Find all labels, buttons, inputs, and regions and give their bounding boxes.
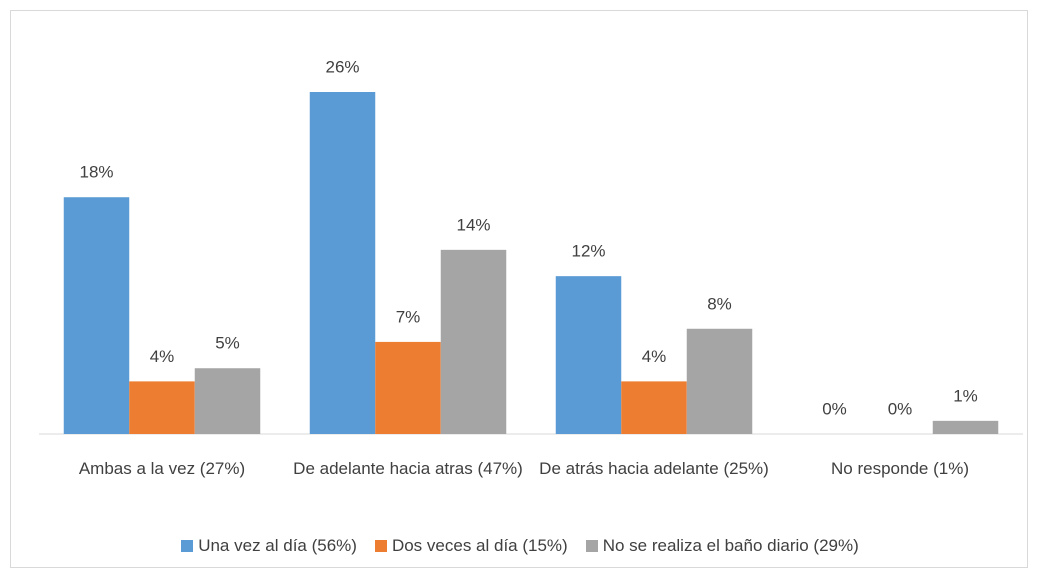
chart-frame bbox=[10, 10, 1028, 568]
bar bbox=[194, 368, 261, 434]
data-label: 0% bbox=[888, 399, 913, 418]
bar bbox=[621, 381, 687, 434]
legend-label: Una vez al día (56%) bbox=[198, 536, 357, 555]
x-tick-label: De adelante hacia atras (47%) bbox=[293, 459, 523, 478]
data-label: 5% bbox=[215, 334, 240, 353]
legend-item: Dos veces al día (15%) bbox=[374, 536, 568, 556]
bar bbox=[440, 249, 507, 434]
data-label: 26% bbox=[325, 57, 359, 76]
data-label: 14% bbox=[456, 215, 490, 234]
legend-swatch bbox=[585, 540, 598, 552]
legend-label: No se realiza el baño diario (29%) bbox=[602, 536, 859, 555]
data-label: 4% bbox=[642, 347, 667, 366]
legend-label: Dos veces al día (15%) bbox=[391, 536, 568, 555]
legend: Una vez al día (56%) Dos veces al día (15… bbox=[0, 536, 1040, 556]
data-label: 1% bbox=[953, 386, 978, 405]
x-tick-label: De atrás hacia adelante (25%) bbox=[539, 459, 769, 478]
data-label: 8% bbox=[707, 294, 732, 313]
data-label: 12% bbox=[571, 242, 605, 261]
legend-item: No se realiza el baño diario (29%) bbox=[585, 536, 859, 556]
legend-swatch bbox=[374, 540, 387, 552]
bar bbox=[555, 276, 622, 434]
bar bbox=[309, 92, 376, 434]
data-label: 18% bbox=[79, 163, 113, 182]
bar bbox=[686, 328, 753, 434]
x-tick-label: No responde (1%) bbox=[831, 459, 969, 478]
bar bbox=[932, 420, 999, 434]
data-label: 0% bbox=[822, 399, 847, 418]
bar bbox=[63, 197, 130, 434]
legend-item: Una vez al día (56%) bbox=[181, 536, 357, 556]
data-label: 7% bbox=[396, 307, 421, 326]
bar bbox=[129, 381, 195, 434]
x-tick-label: Ambas a la vez (27%) bbox=[78, 459, 246, 478]
bar bbox=[375, 341, 441, 434]
legend-swatch bbox=[181, 540, 194, 552]
data-label: 4% bbox=[150, 347, 175, 366]
